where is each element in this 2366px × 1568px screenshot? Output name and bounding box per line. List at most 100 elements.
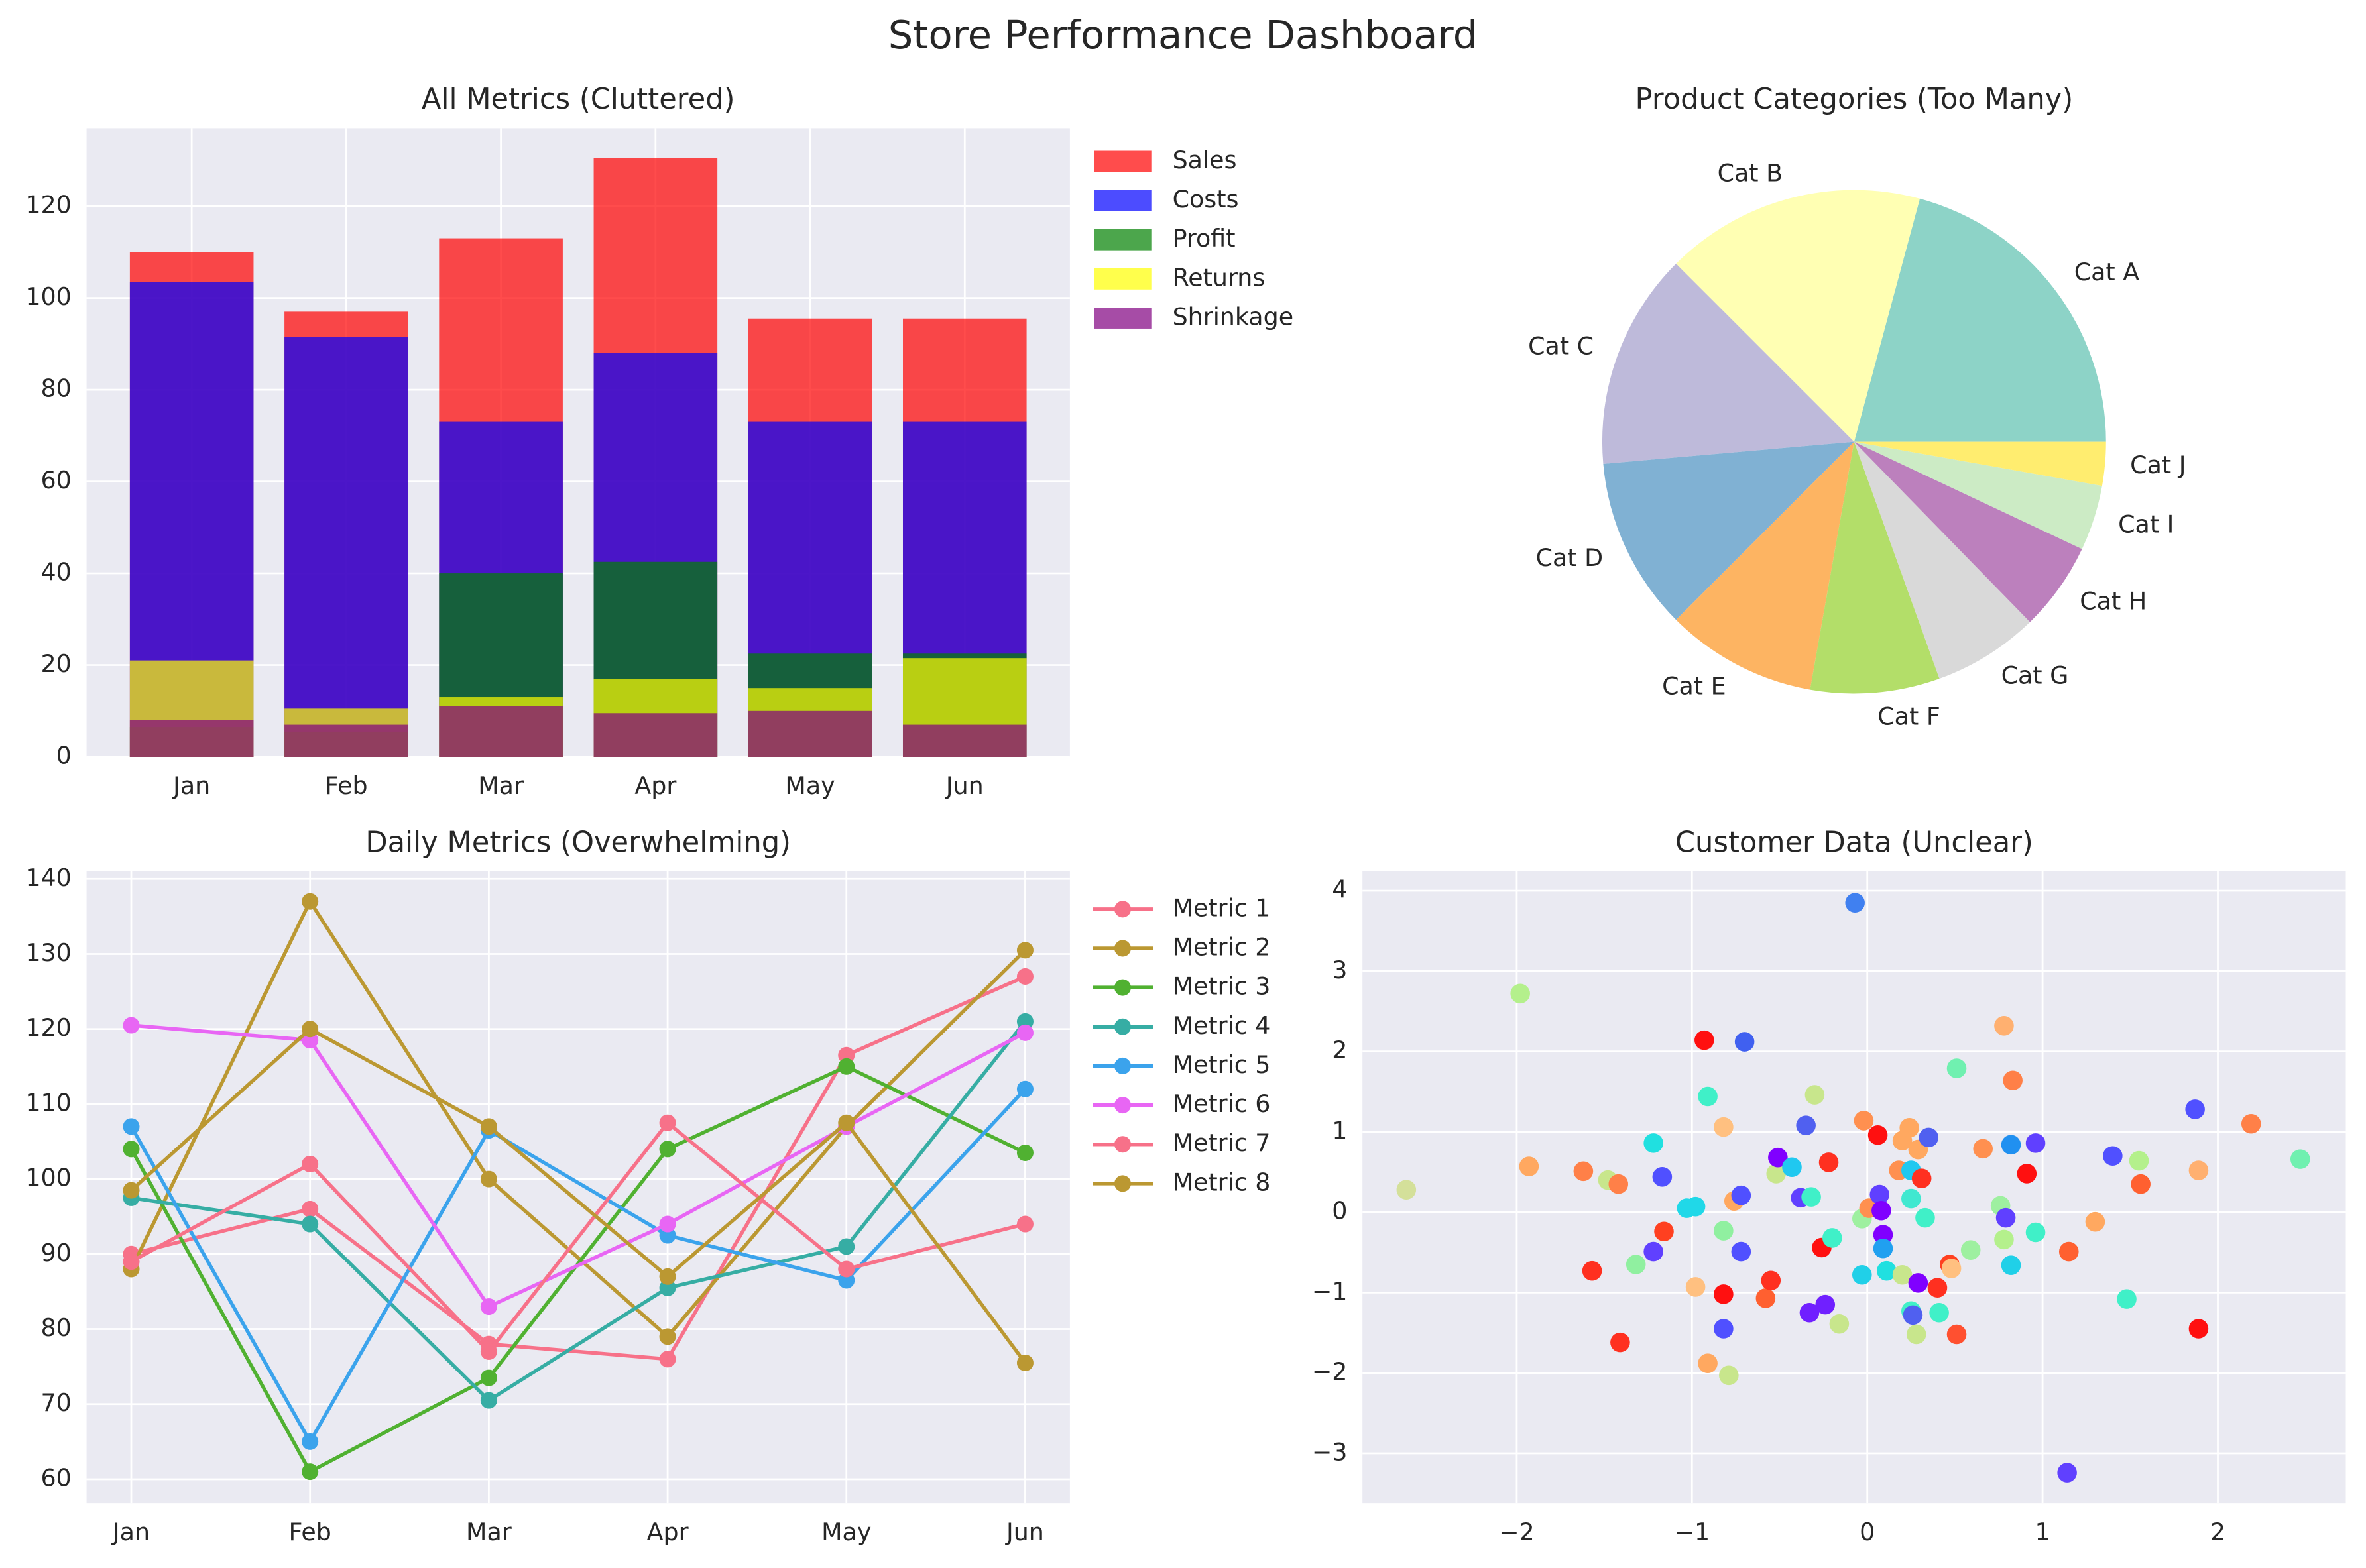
legend-swatch [1094,190,1152,211]
pie-slice [1676,190,1920,442]
point [2017,1164,2037,1184]
dashboard-title: Store Performance Dashboard [888,12,1478,58]
legend-marker [1114,1097,1132,1114]
marker [123,1141,140,1158]
legend-swatch [1094,268,1152,290]
point [1899,1118,1919,1138]
point [2001,1135,2021,1155]
point [1973,1139,1993,1159]
point [2057,1463,2077,1483]
point [1766,1164,1787,1184]
y-tick-label: 70 [41,1388,72,1417]
point [2131,1174,2151,1194]
point [1829,1314,1850,1334]
marker [1016,1024,1034,1041]
marker [659,1328,676,1345]
marker [659,1268,676,1285]
x-tick-label: Jun [1005,1518,1044,1546]
legend-label: Metric 8 [1173,1168,1271,1196]
y-tick-label: 120 [25,1013,71,1042]
y-tick-label: 120 [25,191,71,219]
point [1698,1086,1718,1107]
slice-label: Cat J [2130,451,2186,479]
point [1768,1147,1788,1168]
bar [284,724,408,757]
point [1901,1188,1921,1209]
slice-label: Cat B [1718,158,1783,187]
point [1871,1200,1891,1221]
legend-label: Metric 2 [1173,932,1271,961]
slice-label: Cat C [1528,331,1594,360]
point [1852,1264,1872,1285]
y-tick-label: −1 [1312,1277,1348,1306]
legend-label: Shrinkage [1173,303,1294,331]
point [1799,1302,1820,1323]
marker [302,1155,319,1172]
bar [284,337,408,757]
x-tick-label: 1 [2035,1518,2050,1546]
marker [123,1118,140,1135]
point [1892,1264,1913,1285]
point [1731,1185,1751,1205]
x-tick-label: May [785,771,835,800]
point [2003,1070,2023,1091]
marker [838,1260,855,1278]
plot-area [86,871,1070,1504]
x-tick-label: −1 [1674,1518,1710,1546]
bar [439,706,563,757]
point [1994,1016,2014,1036]
point [1911,1168,1932,1189]
pie-slice [1602,263,1854,464]
point [2117,1289,2137,1309]
legend-swatch [1094,150,1152,172]
x-tick-label: Apr [647,1518,689,1546]
y-tick-label: 4 [1332,875,1347,904]
point [1903,1305,1923,1325]
slice-label: Cat H [2080,587,2147,616]
point [1854,1111,1874,1131]
y-tick-label: 3 [1332,956,1347,984]
legend-label: Metric 4 [1173,1011,1271,1040]
point [1873,1238,1893,1259]
point [1761,1270,1781,1291]
point [1873,1225,1893,1245]
point [1643,1241,1663,1262]
legend-label: Profit [1173,224,1236,252]
point [1929,1302,1949,1323]
x-tick-label: Feb [325,771,367,800]
legend-label: Metric 5 [1173,1050,1271,1079]
marker [302,1433,319,1450]
marker [480,1170,497,1188]
legend-swatch [1094,229,1152,251]
point [1714,1117,1734,1137]
point [1801,1187,1821,1207]
legend-label: Metric 7 [1173,1129,1271,1157]
point [1946,1324,1967,1345]
point [2025,1133,2046,1153]
x-tick-label: May [821,1518,871,1546]
marker [1016,1354,1034,1371]
x-tick-label: Jan [172,771,210,800]
pie-slice [1676,441,1854,690]
point [1927,1278,1948,1298]
point [1946,1058,1967,1078]
pie-slice [1854,441,2082,622]
marker [659,1141,676,1158]
point [1685,1196,1706,1217]
marker [480,1343,497,1361]
y-tick-label: 100 [25,282,71,311]
pie-slice [1854,198,2106,442]
point [1818,1152,1839,1172]
marker [123,1253,140,1270]
point [1867,1125,1888,1145]
point [1573,1161,1594,1182]
slice-label: Cat I [2118,510,2174,539]
point [1694,1030,1714,1050]
y-tick-label: −3 [1312,1437,1348,1466]
point [1869,1184,1890,1205]
slice-label: Cat A [2074,258,2140,286]
y-tick-label: 80 [41,374,72,403]
line [130,1120,1026,1355]
y-tick-label: 40 [41,558,72,587]
